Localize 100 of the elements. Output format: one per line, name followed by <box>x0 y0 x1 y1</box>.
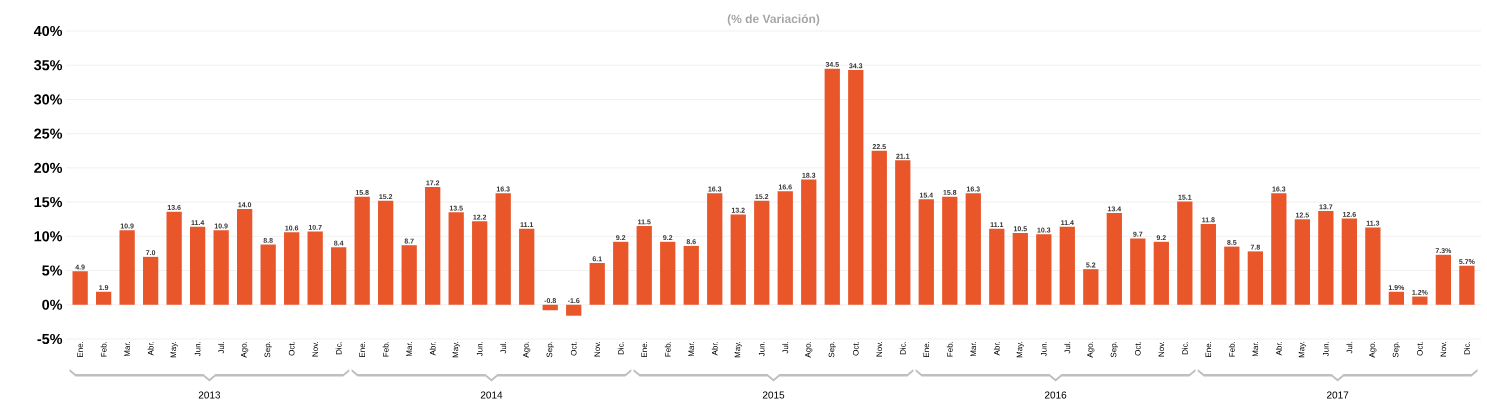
y-tick-label: 20% <box>34 162 63 173</box>
bar <box>1106 213 1122 305</box>
x-tick-label: Ago. <box>805 341 813 358</box>
bar <box>401 245 417 305</box>
bar <box>1059 226 1075 305</box>
x-tick-label: May. <box>734 341 742 358</box>
x-tick-label: Sep. <box>1392 341 1400 358</box>
y-tick-label: -5% <box>37 333 63 345</box>
bar <box>425 187 441 305</box>
bar <box>495 193 511 305</box>
x-tick-label: Ene. <box>923 341 930 357</box>
bar <box>166 211 182 305</box>
x-tick-label: Nov. <box>312 341 318 357</box>
bar <box>1130 238 1146 305</box>
x-tick-label: Abr. <box>147 341 154 356</box>
bar <box>777 191 793 305</box>
x-tick-label: Mar. <box>124 341 130 357</box>
x-tick-label: Dic. <box>335 341 342 355</box>
bar <box>1247 251 1263 305</box>
bar <box>801 179 817 305</box>
bar <box>284 232 300 305</box>
x-tick-label: Abr. <box>711 341 718 356</box>
x-tick-label: Dic. <box>617 341 624 355</box>
bar <box>848 70 864 305</box>
x-tick-label: Ene. <box>359 341 365 357</box>
bar <box>1459 265 1475 305</box>
x-tick-label: Nov. <box>594 341 601 357</box>
bar <box>754 200 770 305</box>
x-tick-label: Jun. <box>1041 341 1047 357</box>
y-tick-label: 0% <box>42 299 63 310</box>
bar <box>119 230 135 305</box>
x-tick-label: Ago. <box>1087 341 1095 358</box>
x-tick-label: Nov. <box>876 341 883 357</box>
x-tick-label: Dic. <box>1181 341 1188 355</box>
text: 2017 <box>1327 391 1349 399</box>
bar <box>1365 227 1381 305</box>
bar <box>72 271 88 305</box>
x-tick-label: Ene. <box>1205 341 1212 357</box>
x-tick-label: Abr. <box>429 341 436 356</box>
bar <box>143 256 159 305</box>
text: 2015 <box>762 391 785 399</box>
bar <box>566 304 582 316</box>
bar <box>519 228 535 305</box>
bar <box>589 263 605 305</box>
x-tick-label: May. <box>452 341 460 358</box>
x-tick-label: Feb. <box>100 341 107 357</box>
bar <box>1153 241 1169 305</box>
bar <box>1435 254 1452 305</box>
bar <box>190 226 206 305</box>
x-tick-label: Ago. <box>523 341 531 358</box>
x-tick-label: Jul. <box>218 341 225 354</box>
y-tick-label: 25% <box>34 128 63 139</box>
bar <box>1224 246 1240 305</box>
x-tick-label: Nov. <box>1158 341 1165 357</box>
bar <box>707 193 723 305</box>
x-tick-label: Abr. <box>993 341 1000 356</box>
y-tick-label: 40% <box>33 25 63 37</box>
text: 2013 <box>198 391 221 399</box>
x-tick-label: May. <box>170 341 178 358</box>
x-tick-label: Ene. <box>641 341 648 357</box>
bar <box>448 212 464 305</box>
bar <box>1012 232 1028 305</box>
bar <box>95 291 112 305</box>
bar <box>354 196 370 305</box>
bar <box>895 160 911 305</box>
bar <box>1271 193 1287 305</box>
bar <box>213 230 229 305</box>
x-tick-label: Ene. <box>77 341 83 357</box>
x-tick-label: Oct. <box>288 341 295 356</box>
bar <box>1388 291 1404 305</box>
x-tick-label: Jul. <box>1064 341 1071 354</box>
bar <box>307 231 323 305</box>
x-tick-label: Oct. <box>1417 341 1423 356</box>
x-tick-label: Feb. <box>382 341 389 357</box>
x-tick-label: Jun. <box>476 341 483 357</box>
x-tick-label: Ago. <box>1369 341 1377 358</box>
y-tick-label: 10% <box>34 231 63 242</box>
x-tick-label: Oct. <box>570 341 577 356</box>
bar <box>683 245 699 305</box>
bar <box>1341 218 1357 305</box>
y-tick-label: 5% <box>42 265 63 276</box>
x-tick-label: Dic. <box>1463 341 1470 355</box>
bar <box>824 68 840 305</box>
x-tick-label: Feb. <box>664 341 671 357</box>
bar <box>472 221 488 305</box>
x-tick-label: Jul. <box>500 341 507 354</box>
x-tick-label: Abr. <box>1275 341 1282 356</box>
x-tick-label: Jul. <box>1346 341 1353 354</box>
x-tick-label: Sep. <box>546 341 554 358</box>
x-tick-label: Feb. <box>1228 341 1235 357</box>
x-tick-label: Mar. <box>406 341 412 357</box>
bar <box>730 214 746 305</box>
bar <box>918 199 934 305</box>
bar <box>871 150 887 305</box>
bar <box>942 196 958 305</box>
bar <box>1177 201 1193 305</box>
x-tick-label: Ago. <box>241 341 249 358</box>
text: 2014 <box>480 391 503 399</box>
bar <box>613 241 629 305</box>
bar <box>989 228 1005 305</box>
